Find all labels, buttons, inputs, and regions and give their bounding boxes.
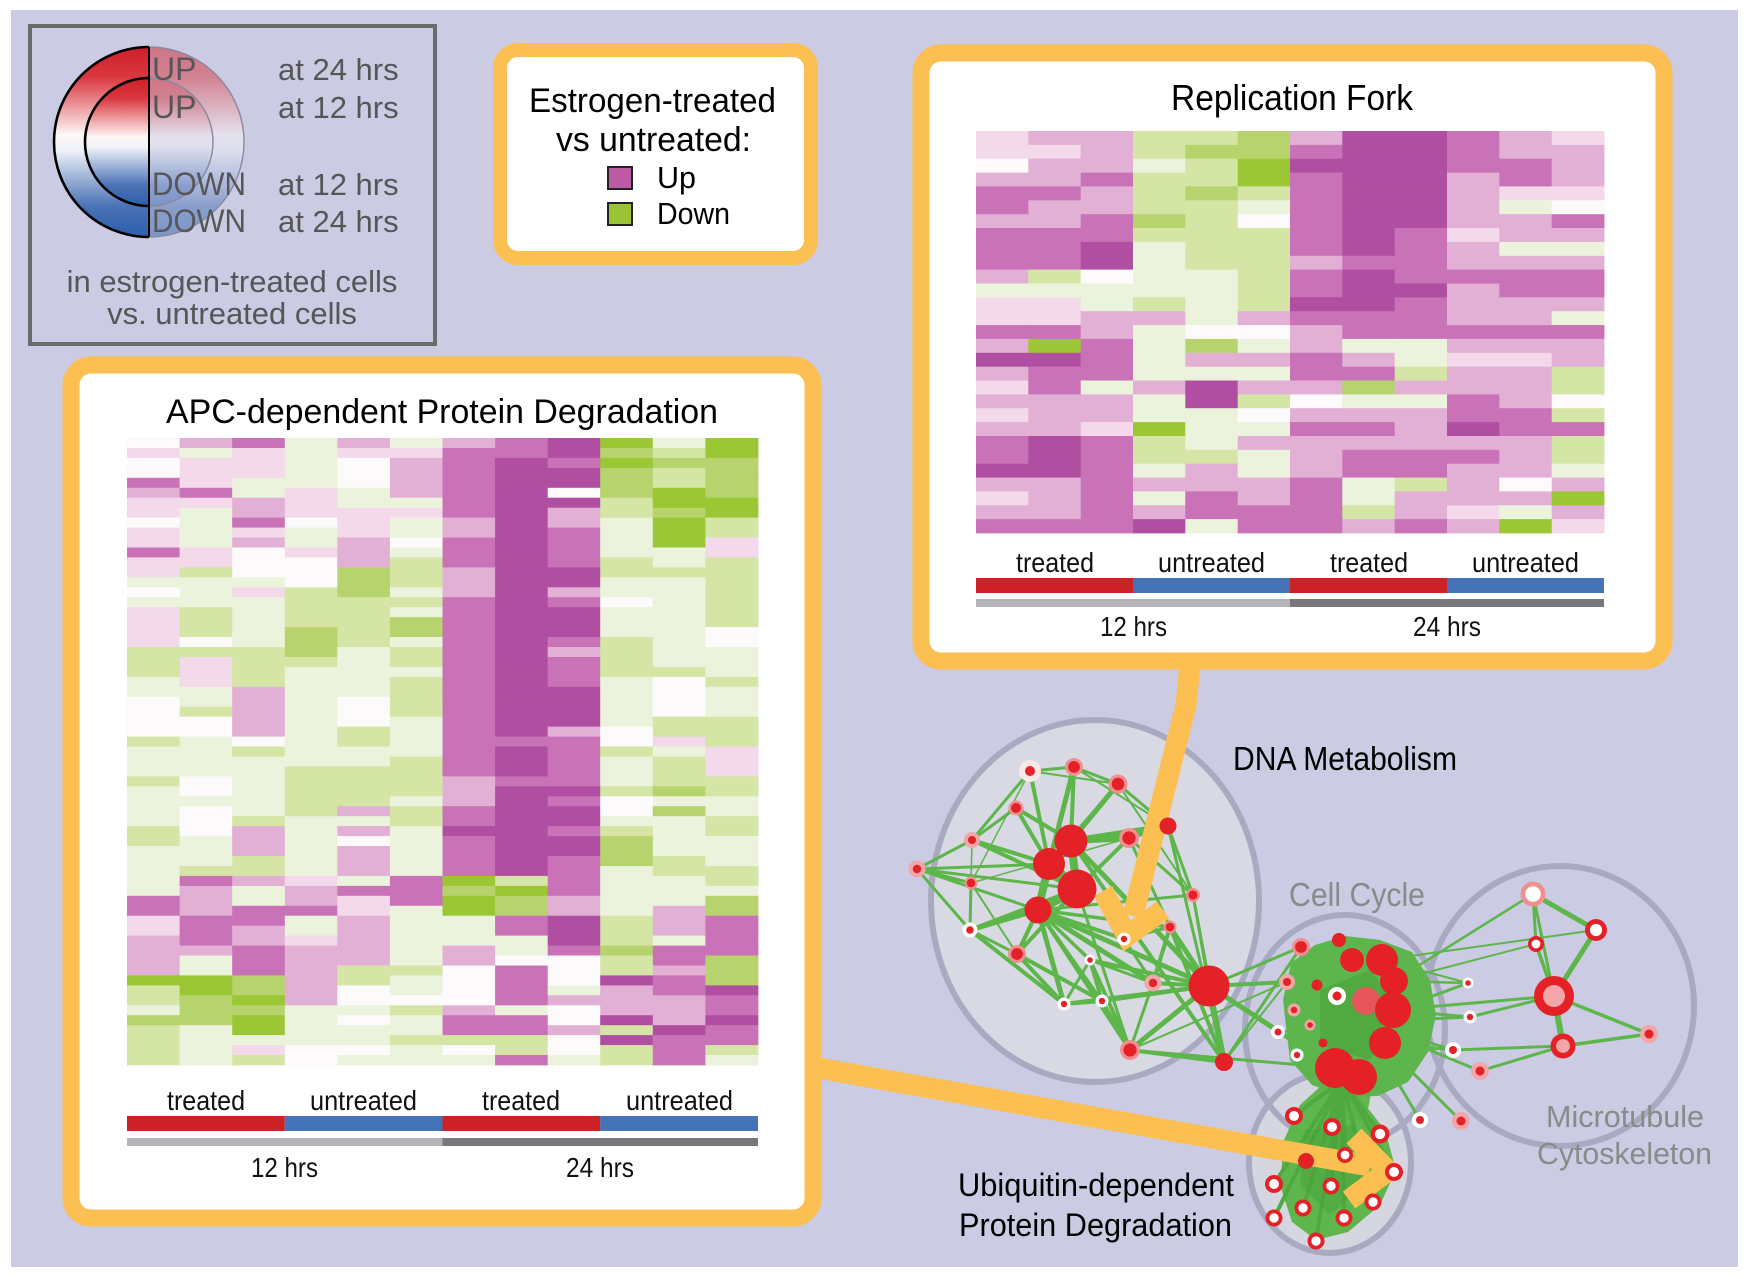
svg-text:treated: treated — [167, 1085, 245, 1116]
svg-text:vs untreated:: vs untreated: — [556, 121, 751, 159]
svg-text:Estrogen-treated: Estrogen-treated — [529, 82, 776, 120]
svg-text:in estrogen-treated cells: in estrogen-treated cells — [67, 264, 398, 299]
svg-text:Up: Up — [657, 160, 696, 195]
svg-text:24 hrs: 24 hrs — [1413, 611, 1481, 642]
svg-text:24 hrs: 24 hrs — [566, 1152, 634, 1183]
svg-text:at 12 hrs: at 12 hrs — [278, 167, 399, 202]
svg-text:Down: Down — [657, 196, 730, 231]
svg-text:vs. untreated cells: vs. untreated cells — [107, 296, 357, 331]
svg-text:UP: UP — [152, 51, 196, 87]
svg-text:treated: treated — [1016, 547, 1094, 578]
svg-text:at 24 hrs: at 24 hrs — [278, 204, 399, 239]
svg-text:12 hrs: 12 hrs — [251, 1152, 318, 1183]
svg-text:Cell Cycle: Cell Cycle — [1289, 876, 1425, 913]
svg-text:treated: treated — [482, 1085, 560, 1116]
svg-text:Cytoskeleton: Cytoskeleton — [1537, 1136, 1712, 1171]
svg-text:at 12 hrs: at 12 hrs — [278, 90, 399, 125]
svg-text:Replication Fork: Replication Fork — [1171, 77, 1414, 118]
svg-text:Ubiquitin-dependent: Ubiquitin-dependent — [958, 1167, 1234, 1203]
svg-text:DNA Metabolism: DNA Metabolism — [1233, 740, 1457, 777]
svg-text:DOWN: DOWN — [152, 166, 246, 202]
svg-text:12 hrs: 12 hrs — [1100, 611, 1167, 642]
svg-text:Microtubule: Microtubule — [1546, 1099, 1704, 1134]
svg-text:Protein Degradation: Protein Degradation — [959, 1207, 1232, 1243]
svg-text:at 24 hrs: at 24 hrs — [278, 52, 399, 87]
svg-text:treated: treated — [1330, 547, 1408, 578]
svg-text:UP: UP — [152, 89, 196, 125]
svg-text:untreated: untreated — [1158, 547, 1265, 578]
svg-text:DOWN: DOWN — [152, 203, 246, 239]
svg-text:APC-dependent Protein Degradat: APC-dependent Protein Degradation — [166, 393, 718, 431]
svg-text:untreated: untreated — [1472, 547, 1579, 578]
svg-text:untreated: untreated — [626, 1085, 733, 1116]
svg-text:untreated: untreated — [310, 1085, 417, 1116]
